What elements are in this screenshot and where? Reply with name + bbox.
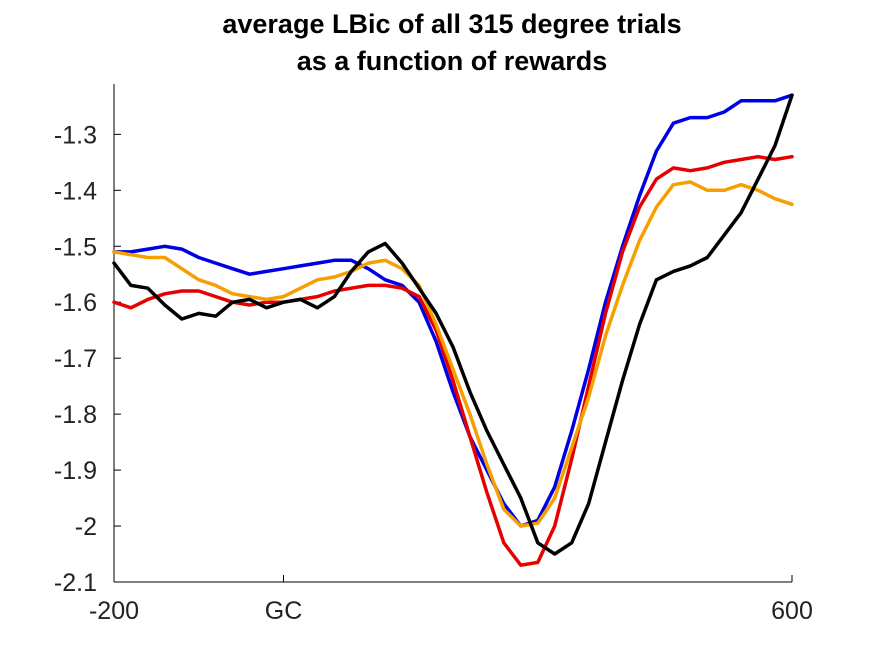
x-tick-label: 600 (771, 597, 813, 625)
series-line-2 (112, 180, 794, 528)
y-tick-label: -1.9 (54, 457, 97, 485)
series-line-0 (112, 93, 794, 528)
plot-series (112, 93, 794, 567)
chart-title-line-1: average LBic of all 315 degree trials (222, 9, 681, 39)
axes (113, 84, 792, 583)
y-tick-label: -1.3 (54, 121, 97, 149)
y-tick-label: -2 (75, 513, 97, 541)
y-tick-label: -1.4 (54, 177, 97, 205)
y-tick-label: -1.5 (54, 233, 97, 261)
chart-title: average LBic of all 315 degree trials as… (222, 9, 681, 76)
y-tick-label: -1.8 (54, 401, 97, 429)
x-tick-label: -200 (89, 597, 139, 625)
series-line-1 (112, 154, 794, 567)
x-tick-label: GC (265, 597, 303, 625)
y-tick-label: -1.6 (54, 289, 97, 317)
y-tick-label: -1.7 (54, 345, 97, 373)
y-axis-ticks: -1.3 -1.4 -1.5 -1.6 -1.7 -1.8 -1.9 -2 -2.1 (54, 121, 121, 597)
chart-title-line-2: as a function of rewards (297, 46, 608, 76)
x-axis-ticks: -200 GC 600 (89, 575, 813, 625)
y-tick-label: -2.1 (54, 569, 97, 597)
series-line-3 (112, 93, 794, 556)
